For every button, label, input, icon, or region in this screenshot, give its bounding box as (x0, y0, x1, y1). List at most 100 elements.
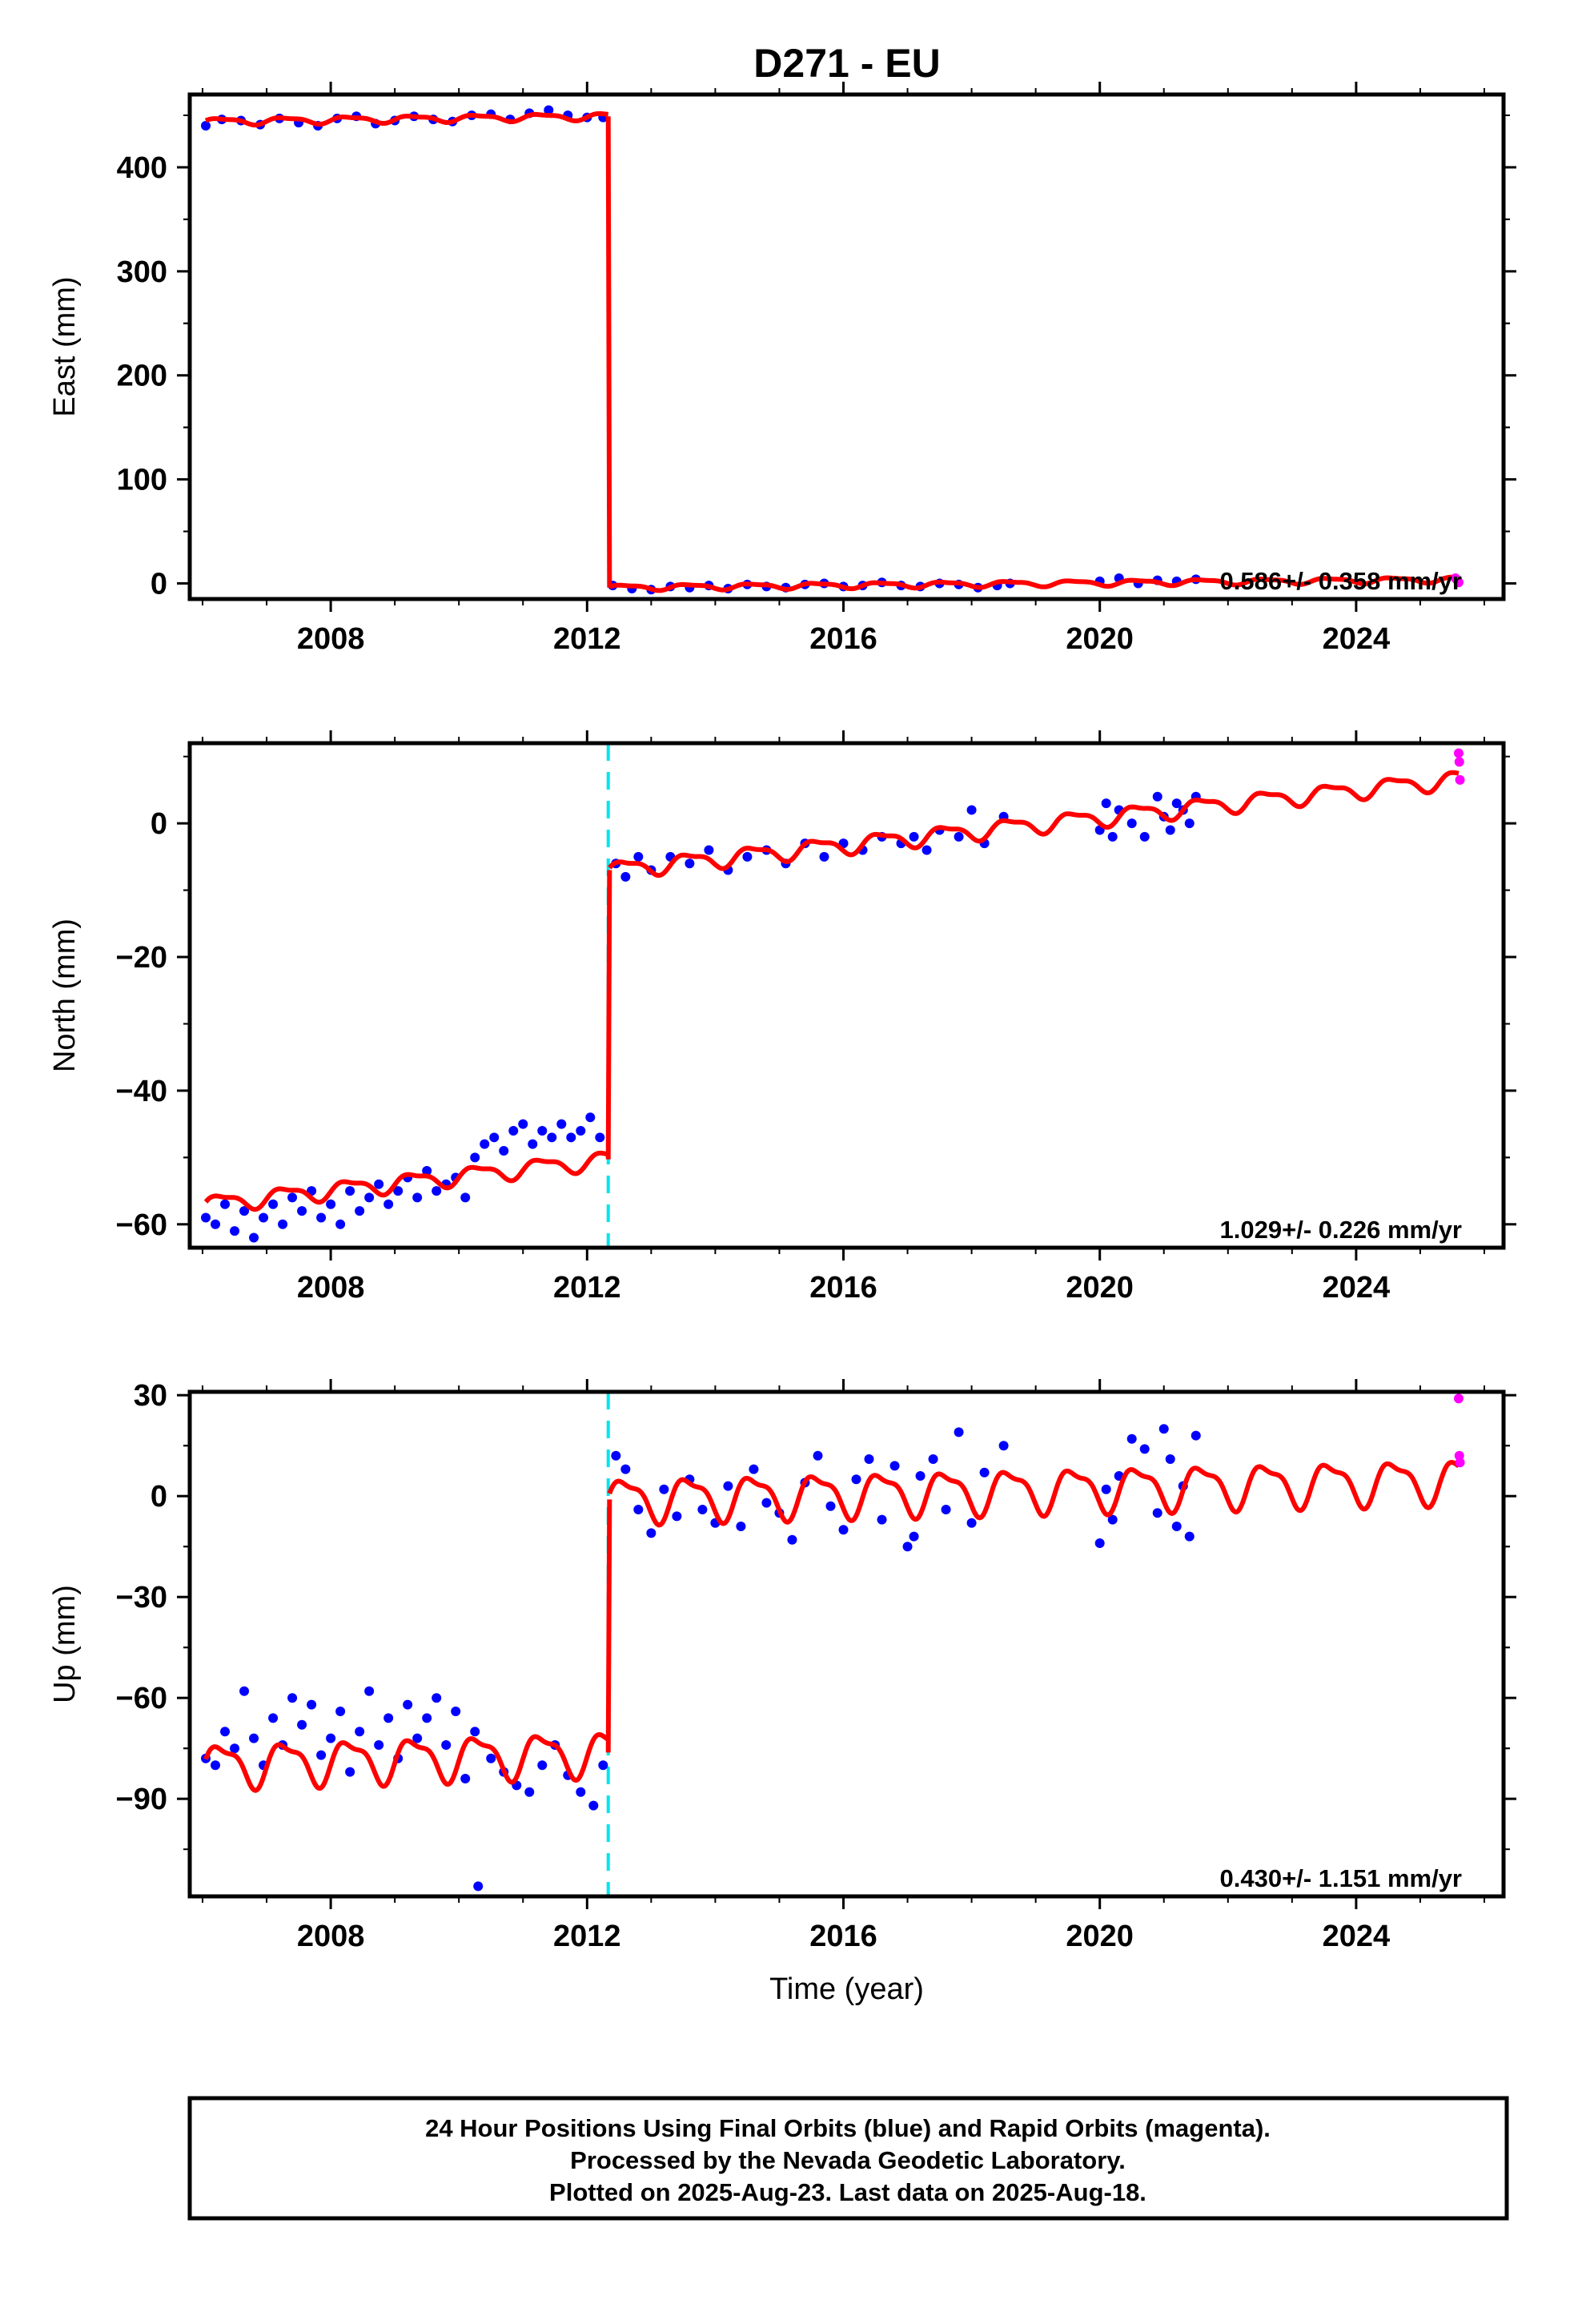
y-tick-label: 0 (151, 1480, 167, 1514)
final-orbit-point (966, 805, 977, 815)
footer-line-1: 24 Hour Positions Using Final Orbits (bl… (425, 2114, 1271, 2142)
y-tick-label: 200 (117, 360, 167, 393)
rapid-orbit-point (1453, 748, 1464, 758)
panel-east: 2008 2012 2016 2020 2024 0 100 200 300 400 East (m… (48, 82, 1516, 656)
final-orbit-point (470, 1152, 480, 1163)
final-orbit-point (316, 1212, 327, 1223)
final-orbit-point (297, 1719, 307, 1730)
final-orbit-point (220, 1727, 231, 1737)
final-orbit-point (432, 1693, 442, 1703)
final-orbit-point (259, 1212, 269, 1223)
final-orbit-point (451, 1707, 461, 1716)
final-orbit-point (1139, 831, 1150, 842)
plot-area (201, 105, 1464, 595)
y-tick-label: 30 (134, 1379, 167, 1413)
x-tick-label: 2020 (1066, 622, 1134, 656)
figure-title: D271 - EU (753, 41, 940, 86)
y-axis-label: East (mm) (48, 276, 82, 416)
final-orbit-point (941, 1505, 951, 1514)
final-orbit-point (1126, 818, 1137, 829)
x-tick-label: 2012 (553, 1920, 621, 1953)
final-orbit-point (877, 1514, 887, 1525)
final-orbit-point (915, 1471, 926, 1481)
final-orbit-point (374, 1740, 384, 1750)
plot-area (201, 1392, 1465, 1896)
final-orbit-point (287, 1192, 298, 1203)
final-orbit-point (268, 1713, 279, 1723)
rapid-orbit-point (1453, 1393, 1464, 1404)
final-orbit-point (787, 1534, 797, 1545)
final-orbit-point (470, 1727, 480, 1737)
y-axis-label: North (mm) (48, 919, 82, 1072)
final-orbit-point (576, 1125, 586, 1136)
final-orbit-point (954, 1427, 964, 1437)
final-orbit-point (239, 1686, 250, 1696)
final-orbit-point (537, 1125, 548, 1136)
final-orbit-point (480, 1139, 490, 1149)
final-orbit-point (383, 1199, 394, 1209)
final-orbit-point (902, 1542, 913, 1552)
x-tick-label: 2012 (553, 622, 621, 656)
final-orbit-point (742, 851, 753, 862)
final-orbit-point (297, 1206, 307, 1216)
y-tick-label: −30 (116, 1581, 167, 1614)
final-orbit-point (201, 120, 211, 131)
final-orbit-point (1171, 798, 1182, 809)
final-orbit-point (460, 1192, 471, 1203)
final-orbit-point (355, 1727, 365, 1737)
final-orbit-point (393, 1186, 404, 1196)
model-fit-line (608, 574, 1460, 593)
x-tick-label: 2024 (1323, 1920, 1391, 1953)
final-orbit-point (364, 1192, 375, 1203)
x-tick-label: 2016 (809, 622, 877, 656)
y-axis-label: Up (mm) (48, 1585, 82, 1703)
final-orbit-point (588, 1800, 599, 1811)
final-orbit-point (220, 1199, 231, 1209)
final-orbit-point (736, 1522, 746, 1531)
final-orbit-point (1171, 1522, 1182, 1531)
y-tick-label: −60 (116, 1682, 167, 1715)
final-orbit-point (1107, 1514, 1118, 1525)
final-orbit-point (819, 851, 829, 862)
final-orbit-point (486, 1753, 496, 1763)
final-orbit-point (761, 1498, 772, 1508)
final-orbit-point (585, 1112, 596, 1123)
model-fit-line (607, 1460, 1460, 1528)
x-tick-label: 2024 (1323, 1271, 1391, 1305)
final-orbit-point (966, 1518, 977, 1528)
rapid-orbit-point (1453, 577, 1464, 588)
final-orbit-point (326, 1199, 336, 1209)
final-orbit-point (672, 1511, 682, 1522)
x-tick-label: 2008 (297, 1920, 365, 1953)
final-orbit-point (489, 1132, 500, 1143)
final-orbit-point (889, 1461, 900, 1471)
final-orbit-point (460, 1774, 471, 1783)
y-tick-label: −20 (116, 941, 167, 975)
final-orbit-point (921, 845, 932, 855)
final-orbit-point (704, 845, 714, 855)
final-orbit-point (326, 1733, 336, 1743)
final-orbit-point (201, 1212, 211, 1223)
x-tick-label: 2020 (1066, 1271, 1134, 1305)
rapid-orbit-point (1454, 757, 1464, 767)
final-orbit-point (1101, 798, 1111, 809)
final-orbit-point (633, 1505, 644, 1514)
final-orbit-point (211, 1219, 221, 1229)
final-orbit-point (528, 1139, 538, 1149)
y-tick-label: 0 (151, 568, 167, 601)
final-orbit-point (239, 1206, 250, 1216)
final-orbit-point (566, 1132, 576, 1143)
final-orbit-point (1139, 1444, 1150, 1454)
final-orbit-point (355, 1206, 365, 1216)
final-orbit-point (422, 1166, 432, 1176)
final-orbit-point (909, 831, 919, 842)
final-orbit-point (598, 1760, 608, 1771)
final-orbit-point (1152, 1508, 1162, 1518)
final-orbit-point (1101, 1484, 1111, 1494)
final-orbit-point (441, 1740, 452, 1750)
model-offset-step (605, 870, 612, 1160)
final-orbit-point (211, 1760, 221, 1771)
final-orbit-point (335, 1219, 346, 1229)
